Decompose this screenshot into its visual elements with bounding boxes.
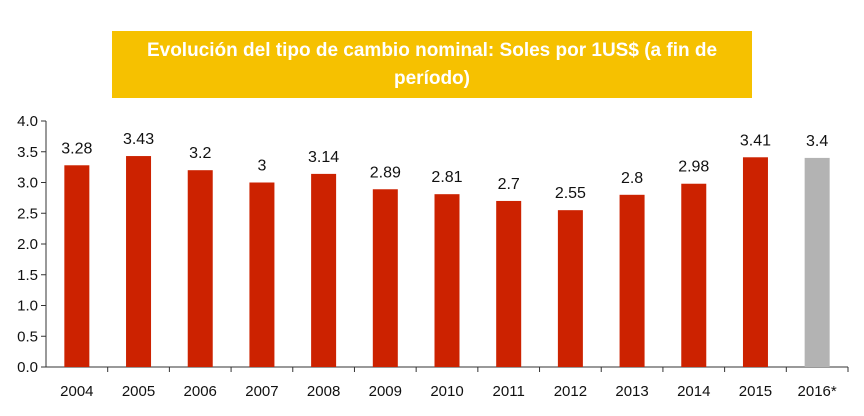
data-label: 2.89 bbox=[370, 164, 401, 181]
bar bbox=[742, 157, 768, 367]
y-tick-label: 1.5 bbox=[17, 267, 38, 284]
bar bbox=[681, 183, 707, 367]
x-tick-label: 2007 bbox=[245, 383, 278, 400]
y-tick-label: 0.5 bbox=[17, 328, 38, 345]
x-tick-label: 2016* bbox=[798, 383, 837, 400]
data-label: 2.98 bbox=[678, 159, 709, 176]
bar bbox=[372, 189, 398, 367]
x-tick-label: 2009 bbox=[369, 383, 402, 400]
x-tick-label: 2010 bbox=[430, 383, 463, 400]
x-tick-label: 2011 bbox=[493, 383, 525, 400]
bar bbox=[311, 173, 337, 367]
bar bbox=[434, 194, 460, 367]
y-tick-label: 3.5 bbox=[17, 144, 38, 161]
data-label: 2.81 bbox=[431, 169, 462, 186]
x-tick-label: 2006 bbox=[184, 383, 217, 400]
chart-title-text: Evolución del tipo de cambio nominal: So… bbox=[146, 39, 718, 89]
y-tick-label: 1.0 bbox=[17, 298, 38, 315]
data-label: 3.41 bbox=[740, 132, 771, 149]
bar bbox=[64, 165, 90, 367]
data-label: 2.55 bbox=[555, 185, 586, 202]
bar bbox=[126, 156, 152, 367]
data-label: 2.8 bbox=[621, 170, 643, 187]
y-tick-label: 0.0 bbox=[17, 359, 38, 376]
x-tick-label: 2015 bbox=[739, 383, 772, 400]
data-label: 2.7 bbox=[498, 176, 520, 193]
bar bbox=[187, 170, 213, 367]
bar bbox=[804, 157, 830, 367]
x-tick-label: 2008 bbox=[307, 383, 340, 400]
y-tick-label: 2.5 bbox=[17, 205, 38, 222]
bar bbox=[619, 194, 645, 367]
y-tick-label: 4.0 bbox=[17, 113, 38, 130]
y-tick-label: 2.0 bbox=[17, 236, 38, 253]
x-tick-label: 2013 bbox=[615, 383, 648, 400]
data-label: 3 bbox=[257, 158, 266, 175]
x-tick-label: 2012 bbox=[554, 383, 587, 400]
x-tick-label: 2014 bbox=[677, 383, 710, 400]
data-label: 3.28 bbox=[61, 140, 92, 157]
y-tick-label: 3.0 bbox=[17, 175, 38, 192]
bar bbox=[557, 210, 583, 367]
data-label: 3.14 bbox=[308, 149, 339, 166]
bar bbox=[496, 200, 522, 367]
chart-title: Evolución del tipo de cambio nominal: So… bbox=[112, 31, 752, 98]
data-label: 3.2 bbox=[189, 145, 211, 162]
x-tick-label: 2004 bbox=[60, 383, 93, 400]
bar bbox=[249, 182, 275, 367]
x-tick-label: 2005 bbox=[122, 383, 155, 400]
data-label: 3.4 bbox=[806, 133, 828, 150]
data-label: 3.43 bbox=[123, 131, 154, 148]
